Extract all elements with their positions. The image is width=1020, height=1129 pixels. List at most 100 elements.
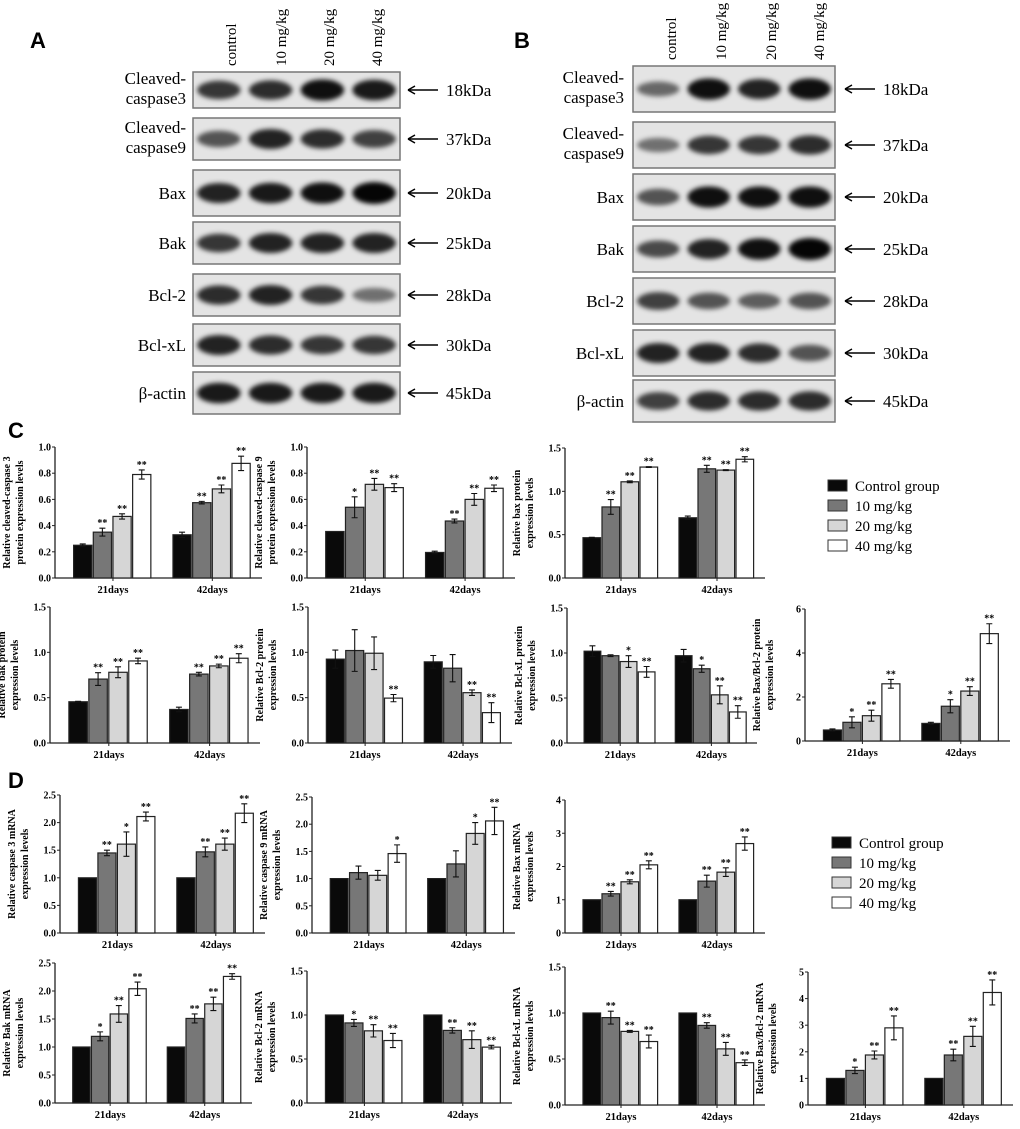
significance-mark: **: [389, 474, 399, 485]
blot-row: Cleaved-caspase3 18kDa: [125, 69, 492, 109]
x-tick-label: 42days: [200, 940, 231, 951]
y-tick-label: 4: [799, 994, 804, 1005]
bar: [387, 852, 407, 934]
error-bar: [351, 496, 358, 519]
bar: [481, 1046, 501, 1104]
kda-label: 20kDa: [883, 188, 929, 207]
significance-mark: **: [644, 851, 654, 862]
y-axis-label: expression levels: [272, 830, 283, 901]
protein-label: Bax: [159, 184, 187, 203]
significance-mark: **: [137, 460, 147, 471]
protein-label: caspase3: [564, 88, 624, 107]
error-bar: [969, 1025, 976, 1048]
chart-c2: 0.0 0.2 0.4 0.6 0.8 1.0 Relative cleaved-caspa…: [254, 443, 515, 596]
significance-mark: *: [124, 822, 129, 833]
error-bar: [332, 649, 339, 669]
legend-swatch: [831, 876, 852, 889]
arrow-head-icon: [844, 84, 853, 94]
error-bar: [215, 663, 222, 669]
blot-row: Cleaved-caspase3 18kDa: [563, 65, 929, 113]
arrow-head-icon: [844, 140, 853, 150]
y-tick-label: 0: [799, 1101, 804, 1112]
bar: [921, 722, 941, 742]
error-bar: [123, 831, 130, 857]
y-tick-label: 0.4: [39, 521, 52, 532]
y-tick-label: 1.5: [34, 603, 47, 614]
error-bar: [472, 822, 479, 845]
legend-swatch: [827, 479, 848, 492]
error-bar: [848, 716, 855, 729]
bar: [231, 462, 251, 579]
protein-band: [300, 79, 345, 101]
significance-mark: **: [606, 1001, 616, 1012]
bar: [464, 498, 484, 579]
y-tick-label: 0.0: [549, 1101, 562, 1112]
y-axis-label: Relative Bcl-xL mRNA: [512, 986, 523, 1085]
y-tick-label: 0.4: [291, 521, 304, 532]
error-bar: [134, 657, 141, 665]
kda-label: 28kDa: [446, 286, 492, 305]
y-tick-label: 1.0: [39, 1043, 52, 1054]
significance-mark: **: [625, 1020, 635, 1031]
x-tick-label: 42days: [450, 585, 481, 596]
kda-label: 20kDa: [446, 184, 492, 203]
legend-swatch: [831, 896, 852, 909]
bar: [195, 851, 215, 934]
significance-mark: **: [987, 970, 997, 981]
protein-band: [687, 78, 730, 100]
significance-mark: **: [114, 996, 124, 1007]
chart-c6: 0.0 0.5 1.0 1.5 Relative Bcl-xL protein expre…: [514, 604, 757, 761]
kda-label: 45kDa: [446, 384, 492, 403]
kda-label: 18kDa: [446, 81, 492, 100]
bar: [462, 1039, 482, 1104]
bar: [112, 515, 132, 579]
bar: [192, 502, 212, 579]
significance-mark: **: [968, 1016, 978, 1027]
error-bar: [871, 1050, 878, 1060]
bar: [462, 692, 482, 744]
arrow-head-icon: [407, 388, 416, 398]
error-bar: [179, 531, 186, 538]
arrow-head-icon: [407, 238, 416, 248]
bar: [344, 1022, 364, 1104]
significance-mark: **: [216, 475, 226, 486]
x-tick-label: 21days: [605, 750, 636, 761]
x-tick-label: 42days: [696, 750, 727, 761]
error-bar: [950, 1048, 957, 1062]
y-tick-label: 1.0: [292, 648, 305, 659]
y-tick-label: 0.6: [39, 495, 52, 506]
bar: [639, 1040, 659, 1106]
bar: [116, 843, 137, 934]
protein-band: [738, 135, 781, 155]
error-bar: [103, 849, 110, 857]
significance-mark: **: [190, 1004, 200, 1015]
error-bar: [927, 721, 934, 726]
error-bar: [97, 1031, 104, 1042]
y-tick-label: 0.5: [549, 530, 562, 541]
y-tick-label: 0.5: [292, 693, 305, 704]
lane-label: control: [224, 24, 240, 67]
protein-label: Cleaved-: [125, 118, 187, 137]
protein-label: β-actin: [577, 392, 625, 411]
error-bar: [741, 836, 748, 851]
error-bar: [394, 844, 401, 863]
error-bar: [607, 499, 614, 515]
error-bar: [645, 860, 652, 870]
protein-label: Cleaved-: [563, 68, 625, 87]
error-bar: [430, 654, 437, 669]
legend-label: 20 mg/kg: [855, 519, 913, 535]
bar: [384, 487, 404, 579]
bar: [637, 671, 656, 744]
bar: [735, 842, 755, 934]
significance-mark: **: [644, 1025, 654, 1036]
bar: [324, 1014, 345, 1104]
kda-label: 37kDa: [883, 136, 929, 155]
y-axis-label: Relative Bcl-xL protein: [514, 625, 525, 725]
bar: [697, 468, 717, 579]
protein-band: [788, 292, 831, 310]
chart-c5: 0.0 0.5 1.0 1.5 Relative Bcl-2 protein expres…: [255, 603, 512, 761]
significance-mark: *: [852, 1057, 857, 1068]
error-bar: [471, 492, 478, 506]
legend-label: 40 mg/kg: [859, 896, 917, 912]
